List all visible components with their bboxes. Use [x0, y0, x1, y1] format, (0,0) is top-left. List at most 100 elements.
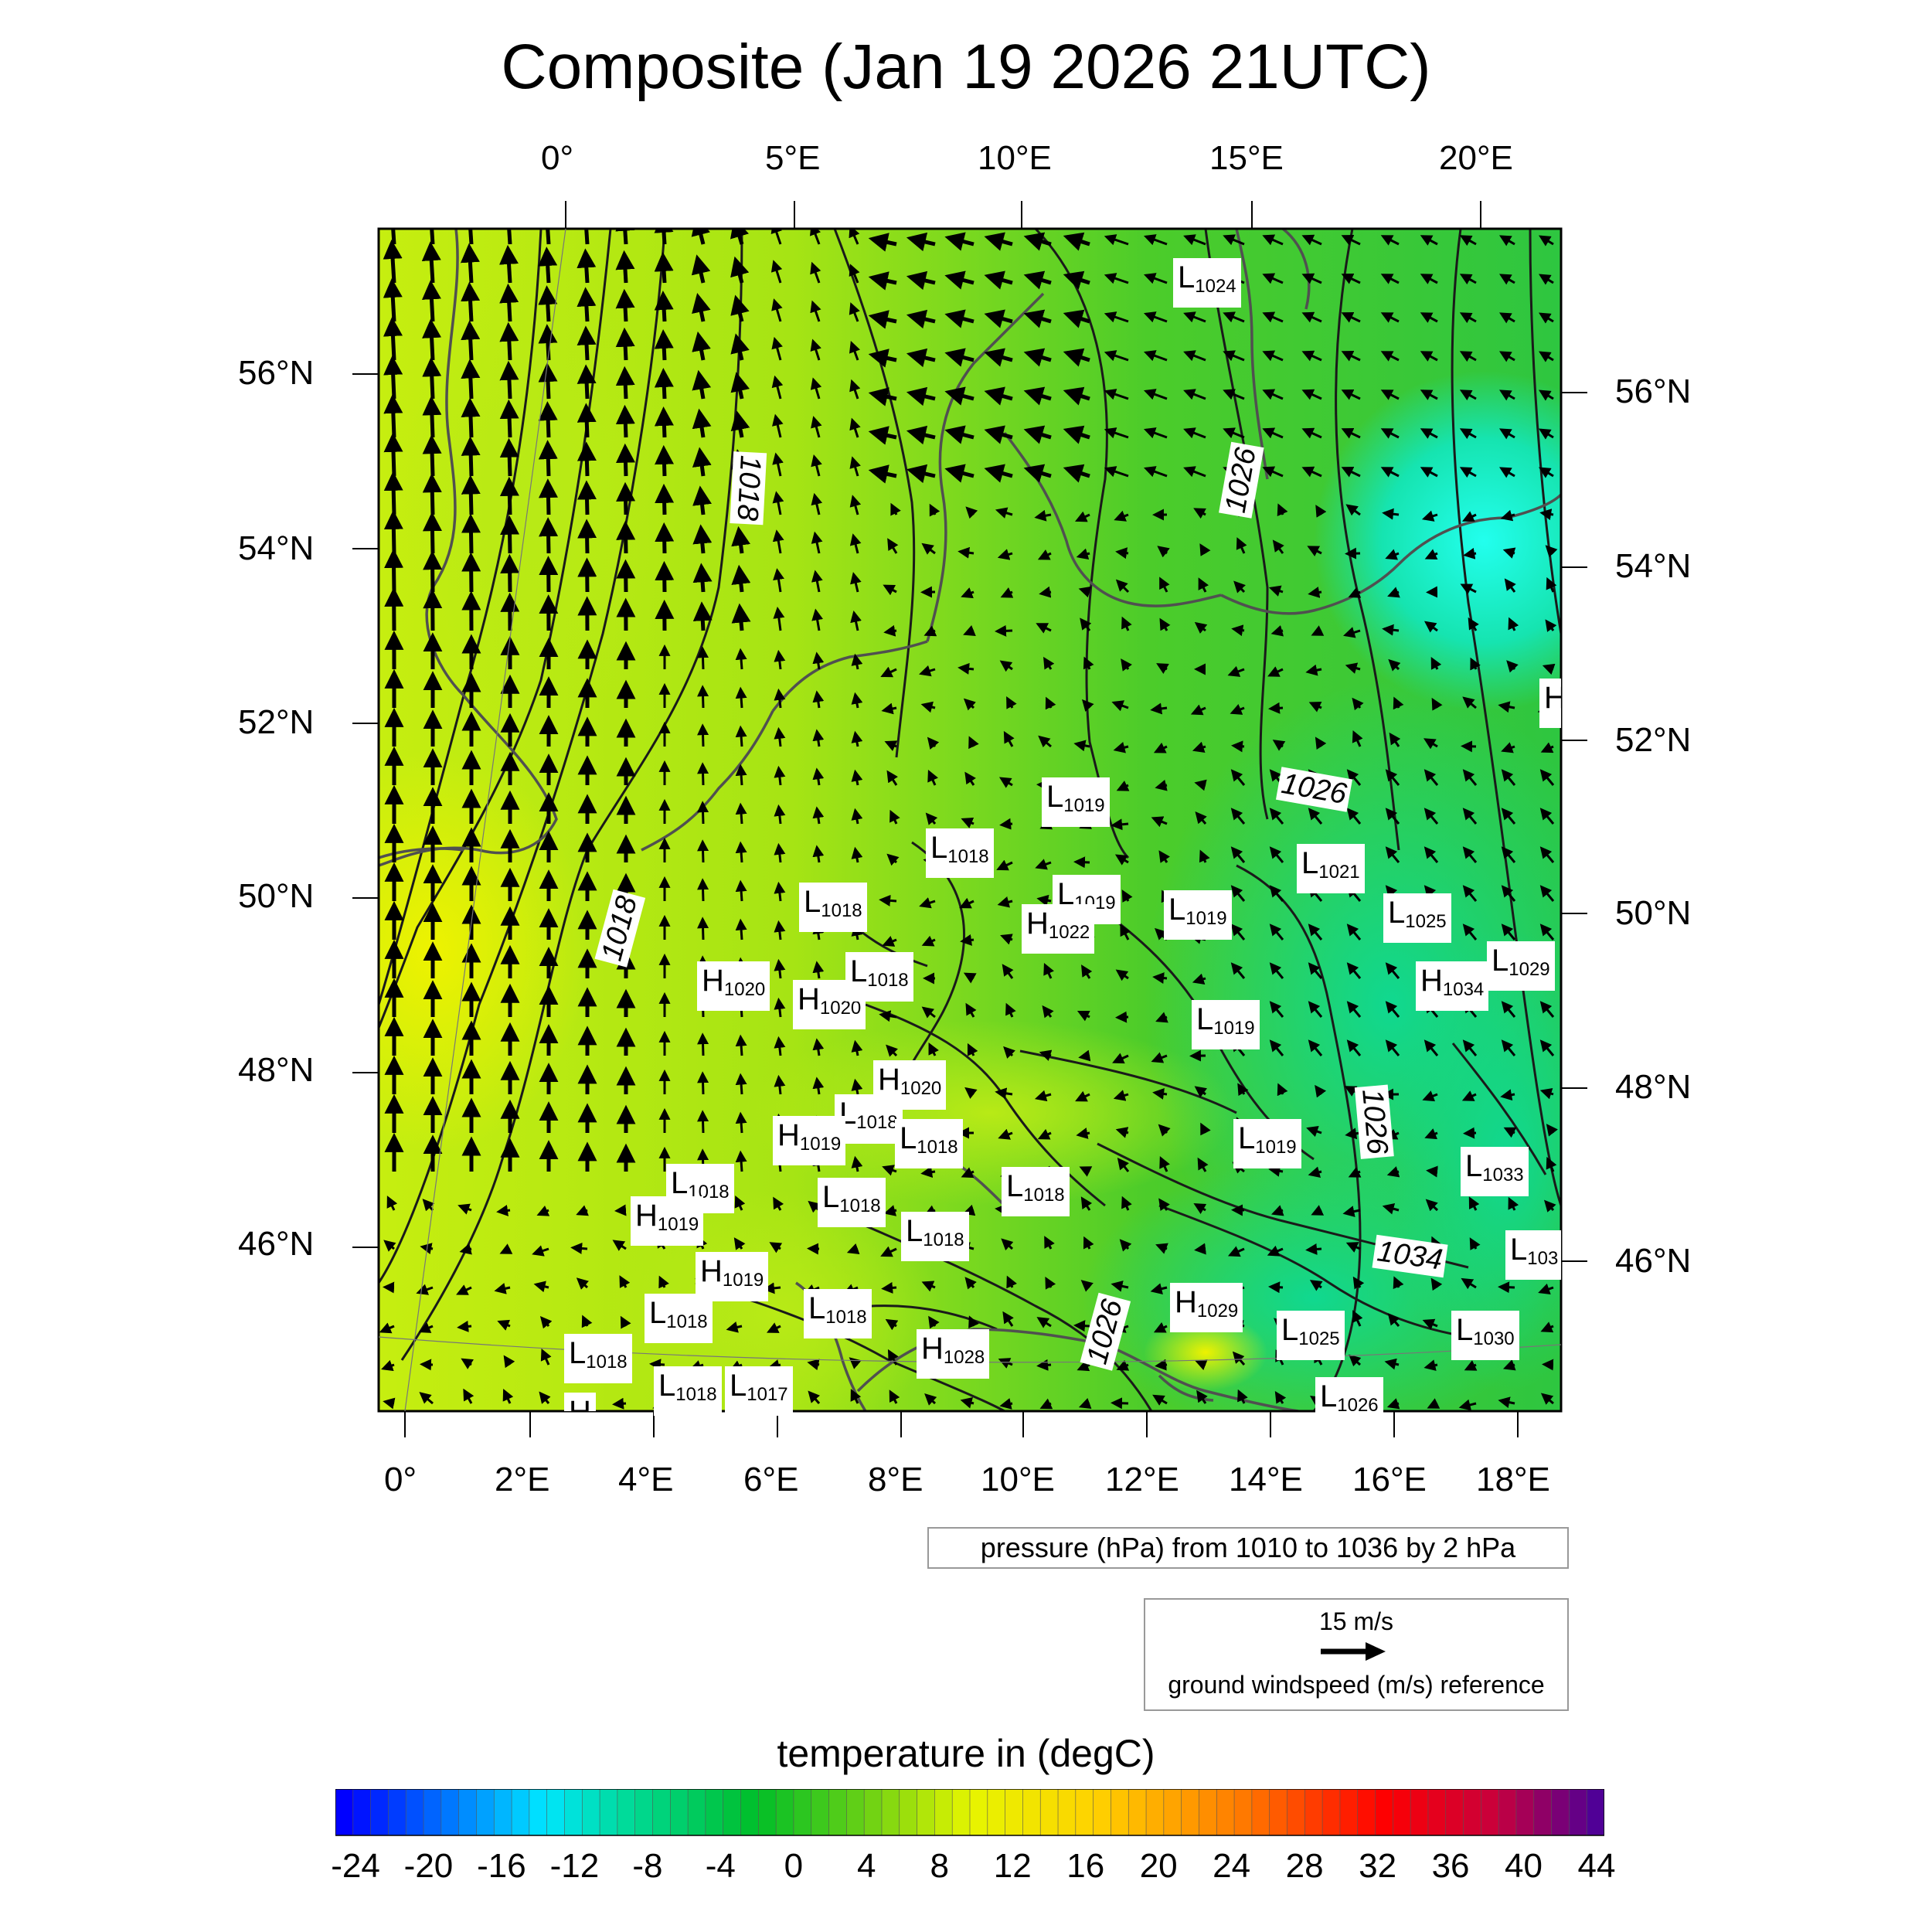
- wind-arrow: [984, 232, 1013, 251]
- wind-arrow: [766, 1322, 781, 1333]
- wind-arrow: [999, 660, 1013, 672]
- pressure-center: L1025: [1277, 1311, 1345, 1360]
- wind-arrow: [539, 517, 559, 554]
- wind-arrow: [1111, 700, 1129, 712]
- wind-arrow: [1348, 1167, 1362, 1178]
- colorbar-tick-label: -4: [705, 1847, 736, 1885]
- wind-arrow: [577, 557, 597, 593]
- wind-arrow: [811, 454, 822, 477]
- wind-arrow: [1545, 545, 1558, 558]
- wind-arrow: [1385, 769, 1400, 786]
- wind-arrow: [730, 333, 750, 361]
- wind-arrow: [944, 386, 975, 406]
- wind-arrow: [1501, 808, 1516, 825]
- colorbar-swatch: [740, 1789, 759, 1835]
- wind-arrow: [735, 1073, 747, 1095]
- wind-arrow: [944, 309, 975, 328]
- colorbar-tick-label: 4: [857, 1847, 876, 1885]
- wind-arrow: [887, 538, 899, 554]
- wind-arrow: [774, 804, 786, 825]
- wind-arrow: [1262, 466, 1284, 478]
- pressure-center: H: [564, 1393, 596, 1411]
- wind-arrow: [1501, 923, 1516, 940]
- wind-arrow: [1063, 348, 1090, 367]
- wind-arrow: [868, 464, 897, 484]
- wind-reference-box: 15 m/s ground windspeed (m/s) reference: [1144, 1598, 1569, 1711]
- wind-arrow: [463, 1388, 474, 1404]
- colorbar-swatch: [970, 1789, 988, 1835]
- wind-arrow: [1461, 1090, 1477, 1101]
- wind-arrow: [928, 1043, 939, 1056]
- wind-arrow: [539, 1391, 551, 1404]
- wind-arrow: [384, 548, 404, 593]
- wind-arrow: [1262, 350, 1284, 362]
- wind-arrow: [1422, 1318, 1438, 1330]
- wind-arrow: [538, 247, 558, 284]
- wind-arrow: [851, 769, 863, 786]
- wind-arrow: [1380, 235, 1400, 246]
- wind-arrow: [1352, 1310, 1363, 1327]
- colorbar-swatch: [934, 1789, 953, 1835]
- colorbar-swatch: [987, 1789, 1006, 1835]
- wind-arrow: [1193, 1203, 1207, 1214]
- colorbar-swatch: [582, 1789, 600, 1835]
- wind-arrow: [1262, 427, 1284, 439]
- pressure-center: L1024: [1173, 258, 1241, 308]
- wind-arrow: [500, 553, 520, 593]
- wind-arrow: [1037, 549, 1052, 560]
- wind-arrow: [654, 406, 674, 438]
- wind-arrow: [1063, 232, 1090, 251]
- wind-arrow: [1039, 586, 1052, 598]
- wind-arrow: [1341, 235, 1361, 246]
- wind-arrow: [581, 1315, 593, 1328]
- wind-arrow: [1499, 428, 1515, 440]
- wind-arrow: [1159, 1155, 1170, 1172]
- wind-arrow: [906, 425, 936, 445]
- wind-arrow: [655, 483, 675, 515]
- right-lat-label: 52°N: [1615, 721, 1692, 759]
- wind-arrow: [851, 808, 863, 825]
- wind-arrow: [965, 1002, 977, 1018]
- wind-arrow: [1080, 1196, 1093, 1211]
- wind-arrow: [774, 649, 786, 670]
- wind-arrow: [1190, 704, 1206, 716]
- wind-arrow: [422, 357, 442, 400]
- colorbar-swatch: [352, 1789, 372, 1835]
- wind-arrow: [961, 587, 975, 599]
- wind-arrow: [1034, 1090, 1052, 1102]
- wind-arrow: [654, 291, 674, 322]
- wind-arrow: [1426, 1165, 1438, 1178]
- wind-arrow: [774, 997, 786, 1018]
- wind-arrow: [920, 701, 936, 713]
- left-lat-label: 48°N: [238, 1051, 315, 1089]
- right-lat-label: 46°N: [1615, 1242, 1692, 1280]
- colorbar-swatch: [881, 1789, 900, 1835]
- wind-arrow: [883, 624, 897, 637]
- wind-arrow: [846, 1243, 860, 1255]
- wind-arrow: [850, 1389, 862, 1404]
- wind-arrow: [577, 325, 597, 361]
- wind-arrow: [577, 403, 597, 438]
- wind-arrow: [1076, 548, 1090, 560]
- wind-arrow: [812, 767, 825, 786]
- wind-arrow: [1315, 1084, 1327, 1098]
- wind-arrow: [774, 1036, 786, 1056]
- wind-arrow: [577, 287, 597, 322]
- bottom-lon-label: 12°E: [1105, 1461, 1179, 1498]
- wind-arrow: [1078, 1049, 1091, 1062]
- wind-arrow: [615, 327, 635, 361]
- wind-arrow: [1158, 1124, 1171, 1137]
- contour-label: 1018: [730, 451, 767, 525]
- wind-arrow: [883, 1205, 897, 1216]
- wind-arrow: [944, 425, 975, 444]
- wind-arrow: [849, 264, 860, 284]
- wind-arrow: [997, 549, 1013, 560]
- wind-arrow: [1083, 1236, 1094, 1250]
- wind-arrow: [418, 1322, 434, 1333]
- wind-arrow: [654, 329, 674, 361]
- wind-arrow: [1036, 894, 1052, 906]
- wind-arrow: [1183, 389, 1206, 400]
- wind-arrow: [1063, 425, 1090, 444]
- bottom-lon-label: 0°: [384, 1461, 417, 1498]
